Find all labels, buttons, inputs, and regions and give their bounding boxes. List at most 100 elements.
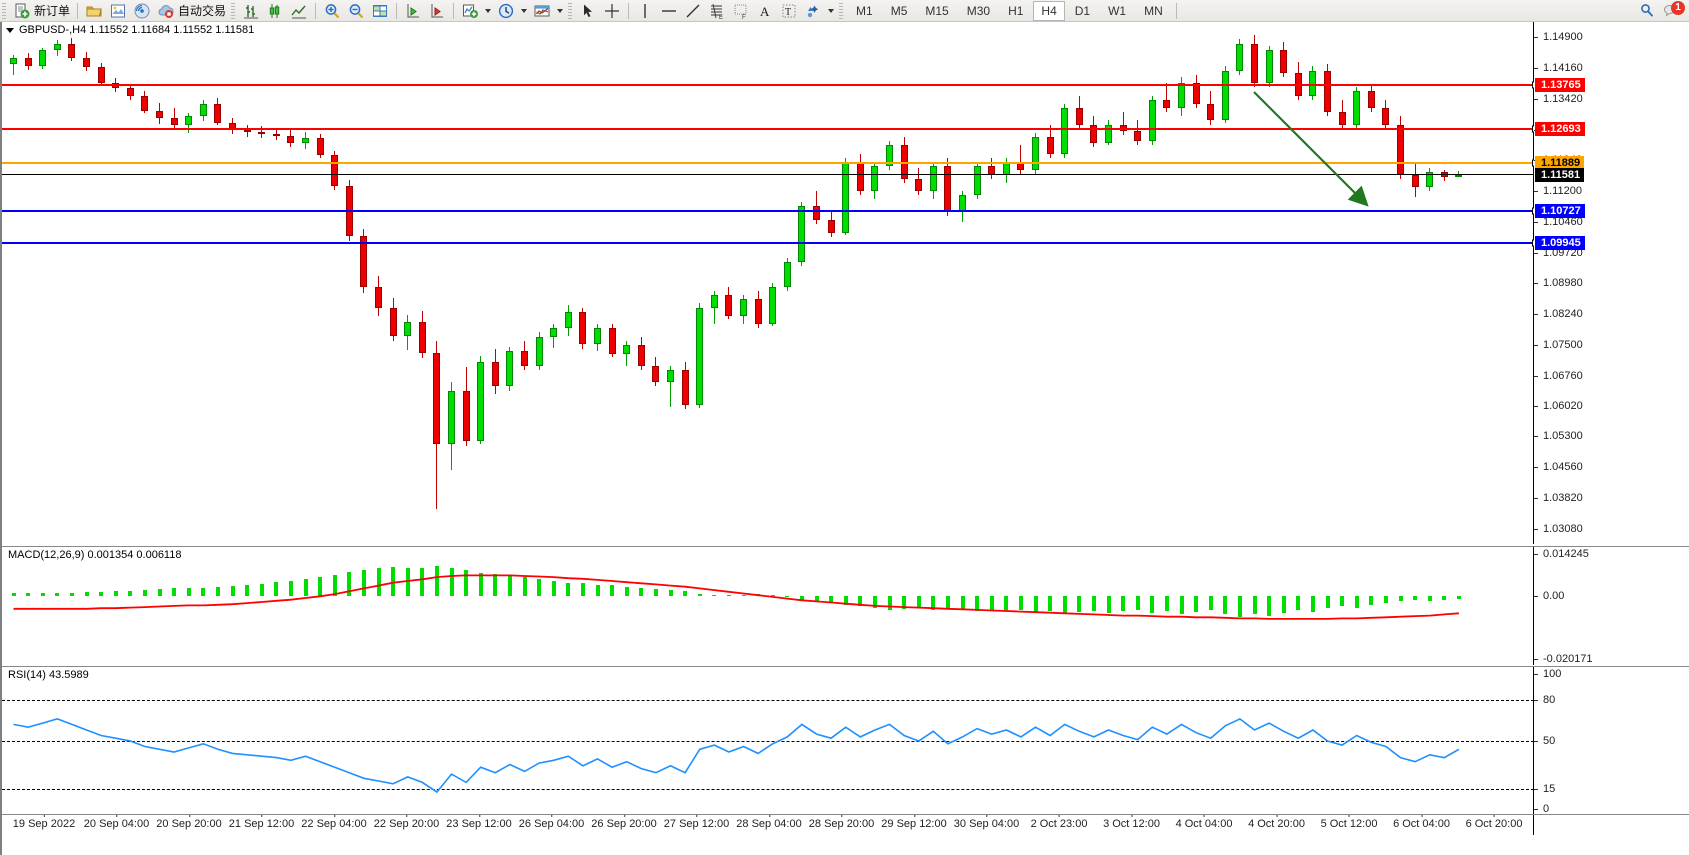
candle — [287, 22, 295, 544]
candle — [1265, 22, 1273, 544]
templates-button[interactable] — [530, 1, 554, 21]
toolbar-grip-2[interactable] — [231, 2, 236, 19]
folder-button[interactable] — [82, 1, 106, 21]
macd-plot-area[interactable] — [2, 547, 1534, 665]
toolbar-separator-4 — [453, 2, 455, 19]
price-level-line-resistance-2[interactable] — [2, 81, 1534, 89]
macd-histogram-bar — [872, 595, 877, 608]
price-level-handle[interactable] — [1532, 81, 1534, 89]
candle — [199, 22, 207, 544]
rsi-plot-area[interactable] — [2, 667, 1534, 815]
candle — [798, 22, 806, 544]
price-tag-support-2[interactable]: 1.09945 — [1535, 236, 1585, 251]
cursor-button[interactable] — [576, 1, 600, 21]
price-tag-support-1[interactable]: 1.10727 — [1535, 203, 1585, 218]
price-tag-resistance-2[interactable]: 1.13765 — [1535, 77, 1585, 92]
candle — [1353, 22, 1361, 544]
price-tag-resistance-1[interactable]: 1.12693 — [1535, 122, 1585, 137]
shapes-button[interactable] — [801, 1, 825, 21]
macd-histogram-bar — [391, 567, 396, 596]
price-tag-pivot[interactable]: 1.11889 — [1535, 155, 1585, 170]
candle — [959, 22, 966, 544]
period-button[interactable] — [494, 1, 518, 21]
price-level-line-resistance-1[interactable] — [2, 125, 1534, 133]
fibonacci-button[interactable]: E — [705, 1, 729, 21]
candle — [1294, 22, 1302, 544]
macd-histogram-bar — [814, 595, 819, 601]
time-axis[interactable]: 19 Sep 2022 20 Sep 04:00 20 Sep 20:00 21 Se… — [2, 814, 1689, 835]
candlestick-chart-button[interactable] — [263, 1, 287, 21]
timeframe-m15[interactable]: M15 — [925, 3, 949, 18]
timeframe-h1[interactable]: H1 — [1008, 3, 1024, 18]
price-scale[interactable]: 1.149001.141601.134201.126801.119401.112… — [1533, 22, 1689, 544]
rsi-pane[interactable]: RSI(14) 43.5989 100 80 50 15 0 — [2, 666, 1689, 815]
macd-histogram-bar — [318, 577, 323, 596]
macd-histogram-bar — [1310, 595, 1315, 612]
candle — [856, 22, 864, 544]
vline-button[interactable] — [633, 1, 657, 21]
crosshair-button[interactable] — [600, 1, 624, 21]
indicators-button[interactable] — [458, 1, 482, 21]
price-level-line-current-price[interactable] — [2, 174, 1534, 176]
macd-histogram-bar — [288, 580, 293, 596]
chevron-down-icon[interactable] — [6, 27, 14, 33]
timeframe-d1[interactable]: D1 — [1074, 3, 1091, 18]
toolbar-grip[interactable] — [2, 2, 6, 19]
price-tag-current-price[interactable]: 1.11581 — [1535, 168, 1585, 183]
text-button[interactable]: A — [753, 1, 777, 21]
timeframe-m1[interactable]: M1 — [856, 3, 873, 18]
period-dropdown-caret[interactable] — [521, 8, 528, 13]
macd-pane[interactable]: MACD(12,26,9) 0.001354 0.006118 0.014245… — [2, 546, 1689, 665]
price-level-line-pivot[interactable] — [2, 159, 1534, 167]
signal-button[interactable] — [130, 1, 154, 21]
macd-histogram-bar — [683, 590, 688, 596]
macd-histogram-bar — [1091, 595, 1096, 611]
hline-button[interactable] — [657, 1, 681, 21]
label-button[interactable]: T — [777, 1, 801, 21]
price-level-line-support-2[interactable] — [2, 239, 1534, 247]
chart-symbol-header[interactable]: GBPUSD-,H4 1.11552 1.11684 1.11552 1.115… — [6, 24, 254, 36]
price-level-handle[interactable] — [1532, 125, 1534, 133]
toolbar-grip-3[interactable] — [568, 2, 573, 19]
candle — [1309, 22, 1317, 544]
news-button[interactable] — [106, 1, 130, 21]
search-button[interactable] — [1635, 1, 1659, 21]
new-order-button[interactable]: 新订单 — [10, 1, 73, 21]
timeframe-mn[interactable]: MN — [1144, 3, 1163, 18]
line-chart-button[interactable] — [287, 1, 311, 21]
timeframe-m5[interactable]: M5 — [890, 3, 908, 18]
macd-histogram-bar — [945, 595, 950, 608]
price-plot-area[interactable] — [2, 22, 1534, 544]
autotrading-button[interactable]: 自动交易 — [154, 1, 229, 21]
shapes-dropdown-caret[interactable] — [828, 8, 835, 13]
templates-dropdown-caret[interactable] — [557, 8, 564, 13]
shift-end-button[interactable] — [425, 1, 449, 21]
channel-button[interactable]: F — [729, 1, 753, 21]
chart-window[interactable]: GBPUSD-,H4 1.11552 1.11684 1.11552 1.115… — [0, 22, 1689, 855]
toolbar-grip-4[interactable] — [839, 2, 844, 19]
timeframe-h4[interactable]: H4 — [1033, 0, 1065, 21]
rsi-scale[interactable]: 100 80 50 15 0 — [1533, 667, 1689, 815]
price-level-handle[interactable] — [1532, 207, 1534, 215]
price-level-handle[interactable] — [1532, 239, 1534, 247]
shift-start-button[interactable] — [401, 1, 425, 21]
macd-signal-line — [13, 574, 1459, 620]
trendline-button[interactable] — [681, 1, 705, 21]
indicators-dropdown-caret[interactable] — [485, 8, 492, 13]
price-level-handle[interactable] — [1532, 159, 1534, 167]
chart-grid-button[interactable] — [368, 1, 392, 21]
price-level-line-support-1[interactable] — [2, 207, 1534, 215]
timeframe-m30[interactable]: M30 — [966, 3, 991, 18]
time-label: 20 Sep 20:00 — [156, 815, 222, 830]
zoom-out-button[interactable] — [344, 1, 368, 21]
bar-chart-button[interactable] — [239, 1, 263, 21]
macd-histogram-bar — [1121, 595, 1126, 611]
candle — [258, 22, 266, 544]
chat-button[interactable]: 1 — [1659, 0, 1685, 21]
price-pane[interactable]: 1.149001.141601.134201.126801.119401.112… — [2, 22, 1689, 544]
timeframe-w1[interactable]: W1 — [1108, 3, 1127, 18]
macd-scale[interactable]: 0.014245 0.00 -0.020171 — [1533, 547, 1689, 665]
zoom-in-button[interactable] — [320, 1, 344, 21]
time-label: 20 Sep 04:00 — [83, 815, 150, 830]
candle — [1367, 22, 1375, 544]
